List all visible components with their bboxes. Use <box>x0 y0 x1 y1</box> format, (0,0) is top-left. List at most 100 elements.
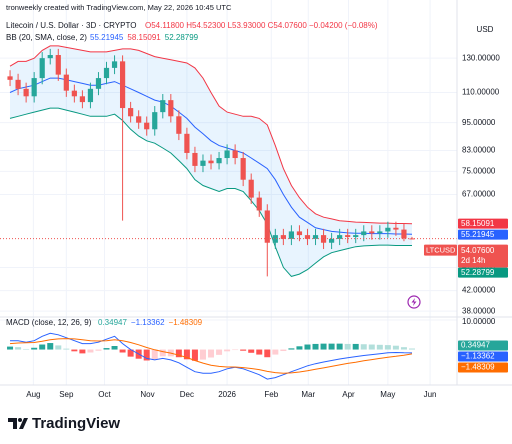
macd-histogram-bar <box>248 349 255 353</box>
x-tick-label: Oct <box>98 390 111 399</box>
macd-label-bg <box>458 351 508 362</box>
macd-histogram-bar <box>175 349 182 358</box>
macd-histogram-bar <box>336 343 343 350</box>
macd-histogram-bar <box>280 349 287 352</box>
alert-icon[interactable] <box>407 295 421 309</box>
macd-histogram-bar <box>224 349 231 352</box>
candle-body <box>168 100 174 117</box>
macd-histogram-bar <box>103 348 110 350</box>
macd-histogram-bar <box>320 343 327 350</box>
price-label-bg <box>458 229 508 240</box>
macd-histogram-bar <box>199 349 206 360</box>
y-tick-label: 10.00000 <box>462 317 496 326</box>
band-line <box>9 107 412 277</box>
x-tick-label: Dec <box>180 390 194 399</box>
macd-histogram-bar <box>39 344 46 350</box>
candle-body <box>128 108 134 117</box>
candle-body <box>328 238 335 243</box>
x-tick-label: Aug <box>26 390 40 399</box>
candle-body <box>304 235 311 239</box>
candle-body <box>256 197 262 211</box>
candle-body <box>312 235 319 239</box>
symbol-title: Litecoin / U.S. Dollar · 3D · CRYPTO <box>6 21 136 30</box>
legend-value: 52.28799 <box>165 33 199 42</box>
macd-histogram-bar <box>79 349 86 354</box>
macd-histogram-bar <box>368 344 375 350</box>
macd-line <box>10 332 413 380</box>
price-label: 52.28799 <box>461 268 495 277</box>
macd-histogram-bar <box>392 345 399 350</box>
x-tick-label: Jun <box>424 390 437 399</box>
y-tick-label: 42.00000 <box>462 286 496 295</box>
candle-body <box>192 152 198 166</box>
macd-histogram-bar <box>47 343 54 350</box>
legend-value: −1.48309 <box>169 318 203 327</box>
candle-body <box>361 231 367 236</box>
candle-body <box>272 235 278 243</box>
price-label-bg <box>458 218 508 229</box>
candle-body <box>264 210 270 243</box>
macd-histogram-bar <box>272 349 279 355</box>
macd-label: −1.13362 <box>461 352 495 361</box>
candle-body <box>320 235 327 243</box>
candle-body <box>248 179 254 198</box>
candle-body <box>39 58 45 79</box>
y-tick-label: 110.00000 <box>462 88 500 97</box>
macd-histogram-bar <box>232 349 239 351</box>
macd-histogram-bar <box>127 349 134 357</box>
candle-body <box>345 235 351 237</box>
macd-title: MACD (close, 12, 26, 9) <box>6 318 92 327</box>
candle-body <box>401 229 407 239</box>
candle-body <box>288 231 295 239</box>
candle-body <box>95 78 102 89</box>
macd-histogram-bar <box>15 347 22 350</box>
candle-body <box>184 133 190 153</box>
macd-histogram-bar <box>408 348 415 350</box>
macd-histogram-bar <box>95 349 102 351</box>
price-label: 55.21945 <box>461 230 495 239</box>
candle-body <box>240 158 246 180</box>
candle-body <box>23 88 29 97</box>
macd-histogram-bar <box>119 349 126 353</box>
macd-label-bg <box>458 340 508 351</box>
y-tick-label: 83.00000 <box>462 146 496 155</box>
last-price: 54.07600 <box>461 246 495 255</box>
macd-histogram-bar <box>151 349 158 360</box>
candle-body <box>47 55 53 59</box>
candle-body <box>111 61 118 68</box>
macd-histogram-bar <box>352 343 359 350</box>
candle-body <box>280 235 286 239</box>
y-tick-label: 95.00000 <box>462 118 496 127</box>
x-tick-label: 2026 <box>218 390 236 399</box>
macd-histogram-bar <box>23 348 30 350</box>
legend-value: 55.21945 <box>90 33 124 42</box>
candle-body <box>79 96 85 103</box>
macd-histogram-bar <box>31 347 38 350</box>
macd-histogram-bar <box>376 344 383 350</box>
x-tick-label: Apr <box>342 390 355 399</box>
candle-body <box>119 61 126 109</box>
symbol-tag: LTCUSD <box>426 246 456 255</box>
candle-body <box>15 79 21 89</box>
macd-line <box>9 338 413 374</box>
macd-histogram-bar <box>256 349 263 355</box>
plot-layer <box>0 45 457 380</box>
macd-histogram-bar <box>55 345 62 350</box>
currency-label: USD <box>477 25 494 34</box>
x-tick-label: Sep <box>59 390 74 399</box>
macd-histogram-bar <box>360 344 367 350</box>
candle-body <box>103 67 110 79</box>
candle-body <box>232 150 238 159</box>
macd-histogram-bar <box>183 349 190 360</box>
candle-body <box>7 76 13 80</box>
candle-body <box>337 235 343 239</box>
macd-histogram-bar <box>304 344 311 350</box>
candle-body <box>176 116 182 134</box>
band-line <box>9 77 413 235</box>
macd-histogram-bar <box>71 349 78 352</box>
logo-icon <box>8 418 28 429</box>
candle-body <box>377 231 383 234</box>
candle-body <box>160 100 166 113</box>
bb-title: BB (20, SMA, close, 2) <box>6 33 87 42</box>
price-label-bg <box>458 267 508 278</box>
